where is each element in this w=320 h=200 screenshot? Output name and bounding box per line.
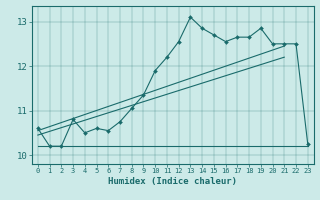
- X-axis label: Humidex (Indice chaleur): Humidex (Indice chaleur): [108, 177, 237, 186]
